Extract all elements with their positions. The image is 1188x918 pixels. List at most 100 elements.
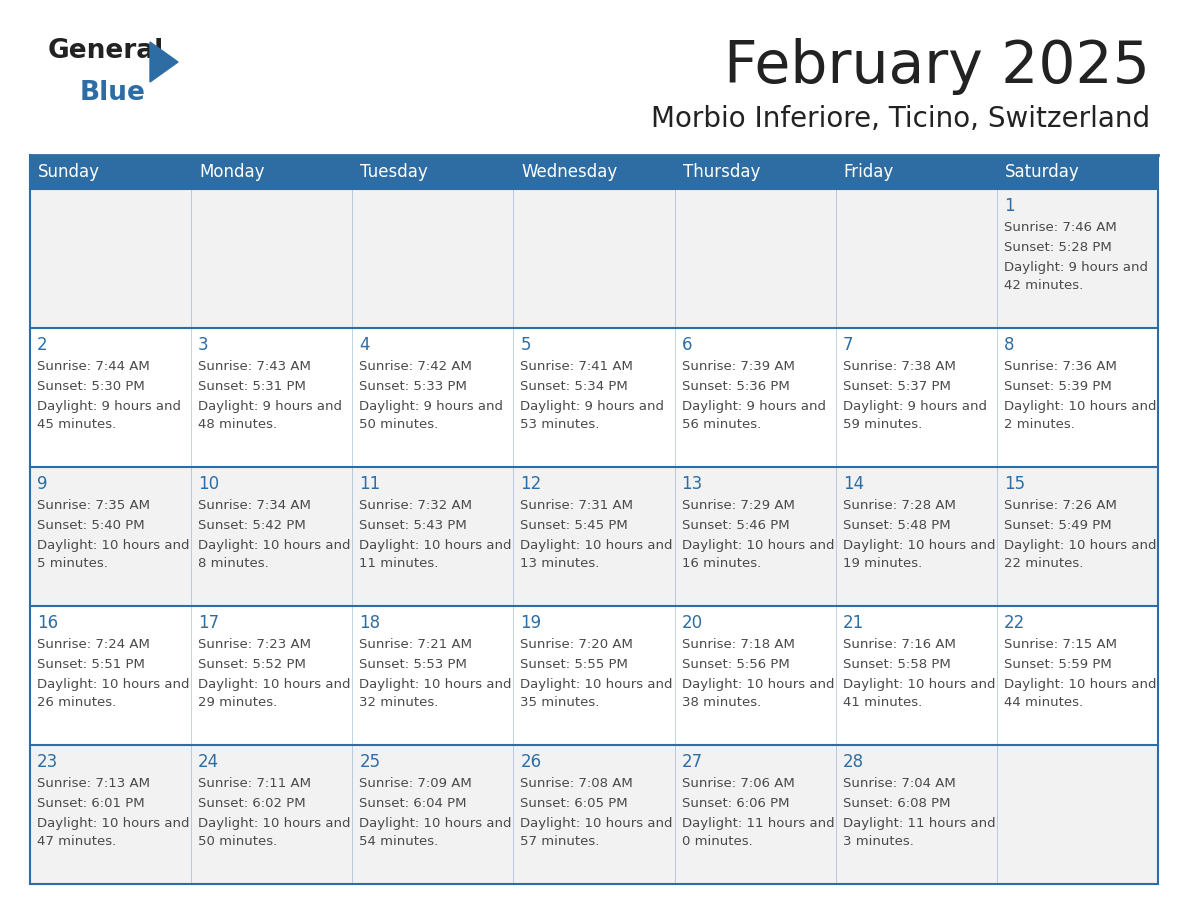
Text: 19: 19 <box>520 614 542 632</box>
Text: 11 minutes.: 11 minutes. <box>359 557 438 570</box>
Text: Daylight: 9 hours and: Daylight: 9 hours and <box>1004 261 1148 274</box>
Text: 12: 12 <box>520 475 542 493</box>
Text: Sunrise: 7:08 AM: Sunrise: 7:08 AM <box>520 777 633 790</box>
Text: Tuesday: Tuesday <box>360 163 428 181</box>
Text: 26 minutes.: 26 minutes. <box>37 696 116 709</box>
Text: 8: 8 <box>1004 336 1015 354</box>
Bar <box>30 189 1158 328</box>
Text: Daylight: 9 hours and: Daylight: 9 hours and <box>682 400 826 413</box>
Text: Sunrise: 7:16 AM: Sunrise: 7:16 AM <box>842 638 955 651</box>
Text: Sunset: 5:58 PM: Sunset: 5:58 PM <box>842 658 950 671</box>
Text: Sunrise: 7:18 AM: Sunrise: 7:18 AM <box>682 638 795 651</box>
Text: Sunrise: 7:29 AM: Sunrise: 7:29 AM <box>682 499 795 512</box>
Text: 18: 18 <box>359 614 380 632</box>
Text: 54 minutes.: 54 minutes. <box>359 835 438 848</box>
Text: 41 minutes.: 41 minutes. <box>842 696 922 709</box>
Text: Daylight: 10 hours and: Daylight: 10 hours and <box>198 817 350 830</box>
Text: Friday: Friday <box>843 163 893 181</box>
Text: 17: 17 <box>198 614 220 632</box>
Text: Sunrise: 7:26 AM: Sunrise: 7:26 AM <box>1004 499 1117 512</box>
Text: Daylight: 10 hours and: Daylight: 10 hours and <box>359 678 512 691</box>
Text: Sunset: 5:55 PM: Sunset: 5:55 PM <box>520 658 628 671</box>
Text: 14: 14 <box>842 475 864 493</box>
Text: Sunset: 5:46 PM: Sunset: 5:46 PM <box>682 519 789 532</box>
Text: 20: 20 <box>682 614 702 632</box>
Text: Sunrise: 7:09 AM: Sunrise: 7:09 AM <box>359 777 472 790</box>
Text: Blue: Blue <box>80 80 146 106</box>
Text: February 2025: February 2025 <box>725 38 1150 95</box>
Bar <box>30 467 1158 606</box>
Text: 48 minutes.: 48 minutes. <box>198 418 277 431</box>
Polygon shape <box>150 42 178 82</box>
Text: Daylight: 10 hours and: Daylight: 10 hours and <box>682 539 834 552</box>
Text: Daylight: 9 hours and: Daylight: 9 hours and <box>37 400 181 413</box>
Text: Daylight: 10 hours and: Daylight: 10 hours and <box>37 817 190 830</box>
Text: 15: 15 <box>1004 475 1025 493</box>
Text: Daylight: 10 hours and: Daylight: 10 hours and <box>520 539 672 552</box>
Text: Sunset: 6:02 PM: Sunset: 6:02 PM <box>198 797 305 810</box>
Text: Sunday: Sunday <box>38 163 100 181</box>
Text: 29 minutes.: 29 minutes. <box>198 696 277 709</box>
Text: Sunrise: 7:44 AM: Sunrise: 7:44 AM <box>37 360 150 373</box>
Text: 53 minutes.: 53 minutes. <box>520 418 600 431</box>
Text: Sunset: 5:48 PM: Sunset: 5:48 PM <box>842 519 950 532</box>
Text: Morbio Inferiore, Ticino, Switzerland: Morbio Inferiore, Ticino, Switzerland <box>651 105 1150 133</box>
Text: 6: 6 <box>682 336 693 354</box>
Text: 22: 22 <box>1004 614 1025 632</box>
Text: Sunset: 6:06 PM: Sunset: 6:06 PM <box>682 797 789 810</box>
Text: 57 minutes.: 57 minutes. <box>520 835 600 848</box>
Text: Thursday: Thursday <box>683 163 760 181</box>
Text: Sunset: 6:04 PM: Sunset: 6:04 PM <box>359 797 467 810</box>
Text: Sunrise: 7:35 AM: Sunrise: 7:35 AM <box>37 499 150 512</box>
Text: 22 minutes.: 22 minutes. <box>1004 557 1083 570</box>
Text: 0 minutes.: 0 minutes. <box>682 835 752 848</box>
Text: 42 minutes.: 42 minutes. <box>1004 279 1083 292</box>
Text: Wednesday: Wednesday <box>522 163 618 181</box>
Text: Sunrise: 7:39 AM: Sunrise: 7:39 AM <box>682 360 795 373</box>
Text: 32 minutes.: 32 minutes. <box>359 696 438 709</box>
Text: Daylight: 10 hours and: Daylight: 10 hours and <box>37 539 190 552</box>
Text: Sunset: 6:05 PM: Sunset: 6:05 PM <box>520 797 628 810</box>
Text: Sunset: 5:30 PM: Sunset: 5:30 PM <box>37 380 145 393</box>
Bar <box>30 155 1158 189</box>
Text: Sunset: 5:59 PM: Sunset: 5:59 PM <box>1004 658 1112 671</box>
Text: Daylight: 10 hours and: Daylight: 10 hours and <box>37 678 190 691</box>
Text: 3 minutes.: 3 minutes. <box>842 835 914 848</box>
Text: 13 minutes.: 13 minutes. <box>520 557 600 570</box>
Text: 56 minutes.: 56 minutes. <box>682 418 760 431</box>
Text: 21: 21 <box>842 614 864 632</box>
Text: Sunset: 5:39 PM: Sunset: 5:39 PM <box>1004 380 1112 393</box>
Text: Daylight: 10 hours and: Daylight: 10 hours and <box>1004 539 1156 552</box>
Text: 2: 2 <box>37 336 48 354</box>
Text: 27: 27 <box>682 753 702 771</box>
Text: Sunrise: 7:21 AM: Sunrise: 7:21 AM <box>359 638 473 651</box>
Text: 23: 23 <box>37 753 58 771</box>
Text: 7: 7 <box>842 336 853 354</box>
Text: 24: 24 <box>198 753 220 771</box>
Text: Daylight: 10 hours and: Daylight: 10 hours and <box>1004 678 1156 691</box>
Text: Sunset: 5:53 PM: Sunset: 5:53 PM <box>359 658 467 671</box>
Text: 16 minutes.: 16 minutes. <box>682 557 760 570</box>
Text: 8 minutes.: 8 minutes. <box>198 557 268 570</box>
Text: Sunset: 5:36 PM: Sunset: 5:36 PM <box>682 380 789 393</box>
Text: Daylight: 11 hours and: Daylight: 11 hours and <box>842 817 996 830</box>
Text: Sunrise: 7:11 AM: Sunrise: 7:11 AM <box>198 777 311 790</box>
Bar <box>30 745 1158 884</box>
Text: Sunrise: 7:46 AM: Sunrise: 7:46 AM <box>1004 221 1117 234</box>
Text: Sunset: 5:42 PM: Sunset: 5:42 PM <box>198 519 305 532</box>
Text: Sunrise: 7:36 AM: Sunrise: 7:36 AM <box>1004 360 1117 373</box>
Text: Sunrise: 7:34 AM: Sunrise: 7:34 AM <box>198 499 311 512</box>
Text: 3: 3 <box>198 336 209 354</box>
Text: 28: 28 <box>842 753 864 771</box>
Text: Sunset: 5:52 PM: Sunset: 5:52 PM <box>198 658 307 671</box>
Text: Saturday: Saturday <box>1005 163 1080 181</box>
Text: 19 minutes.: 19 minutes. <box>842 557 922 570</box>
Text: Sunset: 5:34 PM: Sunset: 5:34 PM <box>520 380 628 393</box>
Text: Daylight: 9 hours and: Daylight: 9 hours and <box>359 400 504 413</box>
Text: 35 minutes.: 35 minutes. <box>520 696 600 709</box>
Text: Daylight: 10 hours and: Daylight: 10 hours and <box>198 678 350 691</box>
Text: Sunset: 5:45 PM: Sunset: 5:45 PM <box>520 519 628 532</box>
Text: General: General <box>48 38 164 64</box>
Text: 5: 5 <box>520 336 531 354</box>
Text: Daylight: 10 hours and: Daylight: 10 hours and <box>520 817 672 830</box>
